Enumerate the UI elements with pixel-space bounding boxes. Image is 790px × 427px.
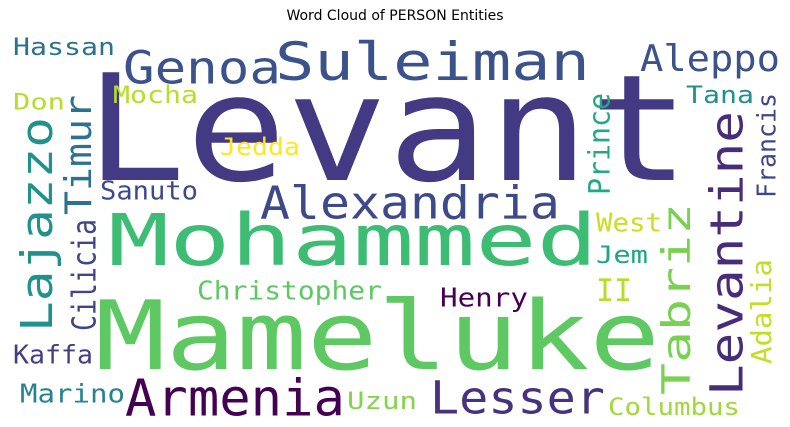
word-uzun: Uzun: [347, 387, 417, 415]
word-genoa: Genoa: [123, 42, 281, 95]
chart-title: Word Cloud of PERSON Entities: [286, 8, 504, 24]
word-armenia: Armenia: [125, 369, 345, 418]
word-francis: Francis: [752, 93, 780, 198]
word-jem: Jem: [596, 241, 648, 269]
word-aleppo: Aleppo: [640, 37, 780, 80]
word-suleiman: Suleiman: [275, 33, 590, 92]
word-prince: Prince: [582, 93, 617, 195]
word-hassan: Hassan: [13, 34, 115, 62]
word-tabriz: Tabriz: [655, 203, 700, 395]
word-christopher: Christopher: [197, 276, 382, 306]
word-cloud-area: Levant Mameluke Mohammed Suleiman Armenia Les…: [10, 33, 780, 418]
word-marino: Marino: [20, 378, 125, 409]
word-levantine: Levantine: [700, 111, 753, 396]
word-kaffa: Kaffa: [13, 341, 93, 371]
word-adalia: Adalia: [746, 259, 778, 364]
word-columbus: Columbus: [608, 393, 740, 418]
word-henry: Henry: [440, 282, 528, 313]
word-ii: II: [596, 274, 632, 310]
word-cilicia: Cilicia: [66, 219, 105, 331]
word-west: West: [596, 208, 662, 238]
word-sanuto: Sanuto: [100, 176, 198, 206]
word-don: Don: [13, 89, 65, 115]
word-mohammed: Mohammed: [108, 199, 598, 283]
word-timur: Timur: [58, 95, 100, 215]
word-mocha: Mocha: [113, 82, 198, 110]
word-levant: Levant: [85, 43, 690, 215]
word-mameluke: Mameluke: [95, 282, 660, 393]
word-jedda: Jedda: [220, 133, 300, 162]
word-lesser: Lesser: [430, 373, 605, 418]
word-alexandria: Alexandria: [260, 178, 560, 230]
word-lajazzo: Lajazzo: [13, 117, 63, 332]
word-tana: Tana: [686, 82, 754, 110]
